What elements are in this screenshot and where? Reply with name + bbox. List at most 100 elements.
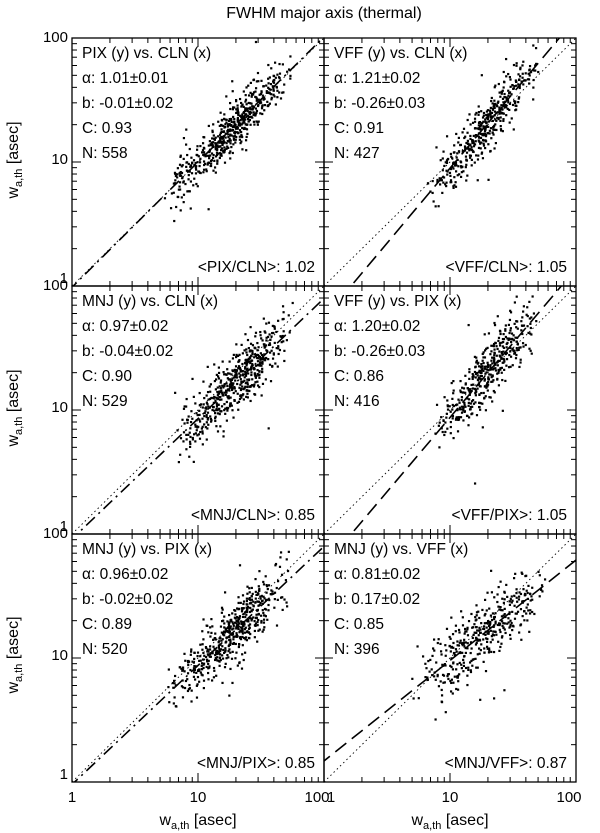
data-point [445, 181, 448, 184]
data-point [445, 416, 448, 419]
data-point [243, 631, 247, 634]
data-point [223, 373, 226, 376]
data-point [234, 138, 237, 141]
data-point [214, 419, 217, 423]
data-point [470, 146, 473, 149]
data-point [476, 158, 480, 161]
data-point [480, 362, 483, 366]
data-point [190, 648, 193, 651]
data-point [514, 79, 517, 82]
data-point [261, 339, 264, 342]
data-point [256, 360, 260, 363]
data-point [506, 99, 510, 102]
data-point [277, 76, 281, 79]
data-point [185, 397, 188, 401]
data-point [241, 126, 244, 130]
data-point [236, 616, 239, 619]
data-point [243, 116, 246, 119]
data-point [424, 662, 427, 665]
data-point [507, 338, 510, 342]
data-point [229, 402, 232, 405]
data-point [474, 391, 477, 394]
data-point [456, 688, 460, 691]
data-point [201, 668, 204, 671]
data-point [244, 107, 247, 110]
data-point [215, 403, 219, 406]
data-point [486, 361, 489, 364]
data-point [265, 585, 269, 588]
data-point [466, 139, 469, 142]
data-point [213, 166, 217, 169]
data-point [219, 149, 223, 152]
data-point [246, 338, 250, 342]
data-point [532, 44, 535, 47]
data-point [532, 98, 535, 101]
data-point [241, 653, 244, 656]
data-point [268, 598, 271, 602]
data-point [457, 418, 460, 422]
data-point [495, 633, 498, 636]
data-point [183, 405, 186, 408]
data-point [264, 615, 267, 618]
plot-area [72, 286, 324, 534]
data-point [473, 623, 476, 626]
data-point [215, 674, 218, 677]
data-point [285, 558, 288, 561]
data-point [250, 610, 253, 613]
data-point [491, 107, 494, 110]
data-point [238, 642, 241, 646]
data-point [209, 417, 213, 420]
data-point [224, 630, 228, 633]
data-point [270, 96, 273, 99]
data-point [221, 638, 224, 641]
data-point [477, 139, 480, 142]
data-point [189, 420, 193, 424]
data-point [259, 330, 262, 334]
data-point [429, 190, 432, 193]
data-point [170, 192, 174, 195]
data-point [221, 360, 224, 363]
data-point [203, 153, 206, 156]
data-point [452, 162, 455, 165]
data-point [241, 644, 244, 647]
data-point [508, 353, 511, 357]
data-point [223, 150, 226, 153]
data-point [510, 340, 513, 344]
data-point [520, 638, 523, 641]
data-point [510, 93, 513, 96]
data-point [528, 64, 532, 68]
data-point [457, 628, 461, 632]
data-point [441, 191, 444, 195]
data-point [487, 178, 490, 181]
data-point [268, 343, 272, 346]
data-point [531, 610, 534, 614]
data-point [179, 155, 182, 159]
data-point [493, 617, 496, 621]
data-point [510, 332, 514, 335]
data-point [452, 167, 455, 170]
data-point [451, 157, 454, 160]
data-point [449, 650, 452, 653]
data-point [217, 397, 220, 401]
data-point [493, 105, 496, 108]
data-point [460, 398, 463, 402]
data-point [251, 116, 254, 119]
data-point [477, 124, 480, 127]
panel-title: MNJ (y) vs. CLN (x) [82, 293, 218, 310]
data-point [487, 651, 491, 654]
data-point [192, 667, 196, 670]
data-point [502, 70, 505, 74]
data-point [235, 619, 238, 623]
data-point [256, 380, 259, 383]
data-point [244, 358, 248, 361]
data-point [198, 161, 202, 164]
data-point [476, 653, 479, 656]
data-point [206, 650, 209, 653]
data-point [479, 369, 482, 373]
data-point [482, 142, 485, 145]
data-point [241, 608, 244, 611]
data-point [504, 328, 507, 331]
data-point [249, 91, 252, 94]
data-point [509, 619, 512, 622]
data-point [463, 632, 466, 635]
